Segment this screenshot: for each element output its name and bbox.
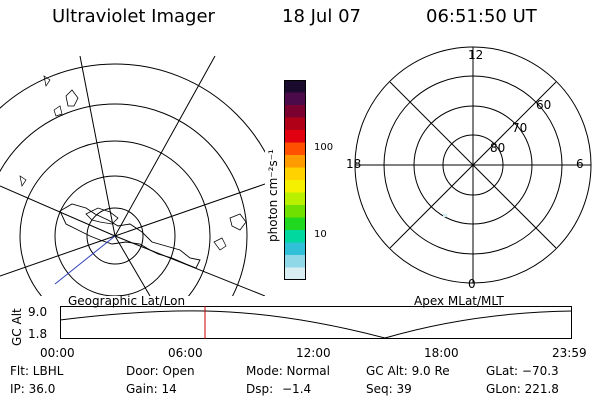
door-info: Door: Open bbox=[126, 364, 195, 378]
colorbar-segment bbox=[284, 242, 306, 256]
timeline-xtick-2359: 23:59 bbox=[552, 346, 587, 360]
timeline-ytick-9: 9.0 bbox=[28, 305, 48, 319]
colorbar-border bbox=[284, 80, 306, 280]
colorbar-segment bbox=[284, 167, 306, 181]
glon-info: GLon: 221.8 bbox=[486, 382, 559, 396]
gc-alt-info: GC Alt: 9.0 Re bbox=[366, 364, 450, 378]
timeline-xtick-0600: 06:00 bbox=[168, 346, 203, 360]
timeline-axis-label: GC Alt bbox=[10, 308, 24, 346]
magnetic-polar-plot bbox=[354, 46, 592, 284]
colorbar-segment bbox=[284, 142, 306, 156]
colorbar-tick-10: 10 bbox=[314, 229, 327, 240]
colorbar-segment bbox=[284, 267, 306, 280]
mlt-label-6: 6 bbox=[576, 157, 584, 171]
colorbar-segment bbox=[284, 205, 306, 218]
seq-info: Seq: 39 bbox=[366, 382, 412, 396]
colorbar-label: photon cm⁻²s⁻¹ bbox=[266, 149, 280, 242]
colorbar-segment bbox=[284, 255, 306, 268]
dsp-label: Dsp: bbox=[246, 382, 274, 396]
geographic-panel-label: Geographic Lat/Lon bbox=[68, 294, 186, 308]
colorbar-segment bbox=[284, 105, 306, 118]
mlt-label-18: 18 bbox=[346, 157, 362, 171]
timeline-xtick-1800: 18:00 bbox=[424, 346, 459, 360]
colorbar-segment bbox=[284, 180, 306, 193]
mlat-label-60: 60 bbox=[536, 98, 552, 112]
colorbar-segment bbox=[284, 92, 306, 106]
colorbar-segment bbox=[284, 155, 306, 168]
magnetic-panel-label: Apex MLat/MLT bbox=[414, 294, 504, 308]
colorbar-segment bbox=[284, 130, 306, 143]
colorbar bbox=[284, 80, 306, 280]
date-label: 18 Jul 07 bbox=[282, 6, 361, 27]
mlt-label-0: 0 bbox=[468, 277, 476, 291]
timeline-xtick-0000: 00:00 bbox=[40, 346, 75, 360]
colorbar-segment bbox=[284, 192, 306, 206]
filter-info: Flt: LBHL bbox=[10, 364, 64, 378]
geographic-map bbox=[0, 55, 265, 296]
colorbar-tick-100: 100 bbox=[314, 142, 334, 153]
timeline-xtick-1200: 12:00 bbox=[296, 346, 331, 360]
timeline-ytick-1-8: 1.8 bbox=[28, 327, 48, 341]
glat-info: GLat: −70.3 bbox=[486, 364, 559, 378]
mode-info: Mode: Normal bbox=[246, 364, 330, 378]
dsp-value: −1.4 bbox=[282, 382, 312, 396]
colorbar-segment bbox=[284, 217, 306, 231]
mlat-label-80: 80 bbox=[490, 141, 506, 155]
colorbar-segment bbox=[284, 117, 306, 131]
ip-info: IP: 36.0 bbox=[10, 382, 56, 396]
time-label: 06:51:50 UT bbox=[426, 6, 537, 27]
colorbar-segment bbox=[284, 80, 306, 93]
gain-info: Gain: 14 bbox=[126, 382, 177, 396]
mlt-label-12: 12 bbox=[468, 48, 484, 62]
instrument-title: Ultraviolet Imager bbox=[52, 6, 215, 27]
mlat-label-70: 70 bbox=[512, 121, 528, 135]
colorbar-segment bbox=[284, 230, 306, 243]
altitude-timeline bbox=[60, 306, 572, 339]
